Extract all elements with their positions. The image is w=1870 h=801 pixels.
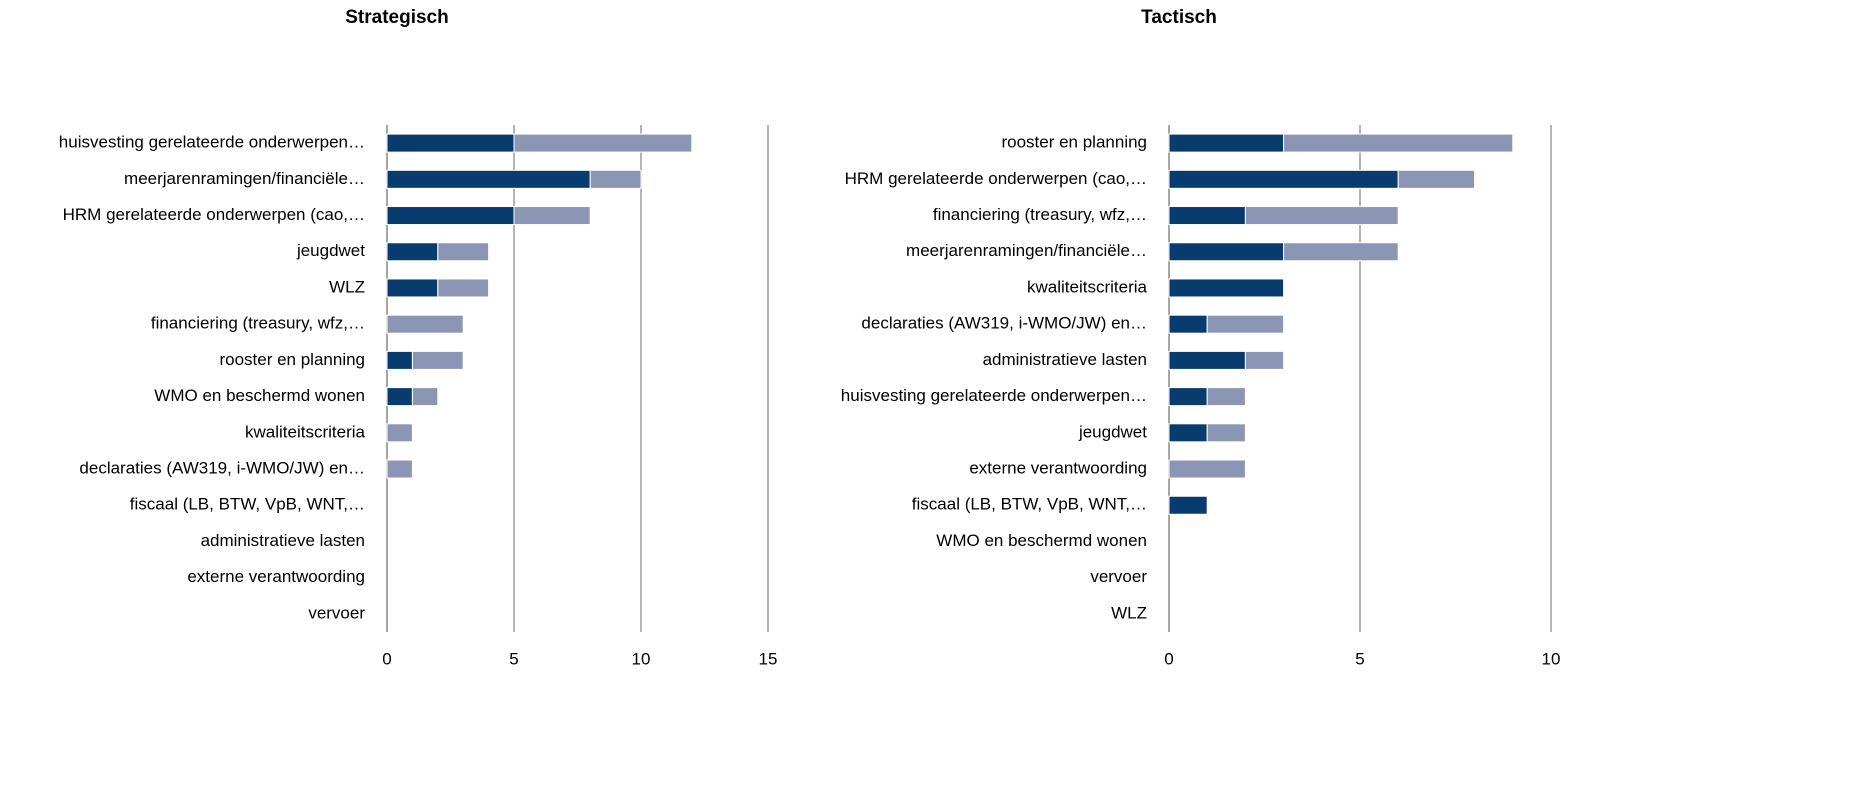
chart-title: Strategisch <box>345 7 448 28</box>
bar-segment <box>1168 387 1208 407</box>
bar-segment <box>437 278 490 298</box>
y-tick-label: WLZ <box>329 277 365 296</box>
y-tick-label: kwaliteitscriteria <box>245 422 366 441</box>
bar-segment <box>1283 242 1399 262</box>
bar-segment <box>1168 206 1246 226</box>
y-tick-label: WLZ <box>1111 603 1147 622</box>
bar-segment <box>1168 423 1208 443</box>
x-tick-label: 10 <box>632 649 651 668</box>
y-tick-label: administratieve lasten <box>201 531 365 550</box>
y-tick-label: vervoer <box>308 603 365 622</box>
chart-title: Tactisch <box>1141 7 1217 28</box>
bar-segment <box>1244 206 1399 226</box>
bar-segment <box>1168 169 1399 189</box>
y-tick-label: administratieve lasten <box>983 350 1147 369</box>
y-tick-label: externe verantwoording <box>969 459 1147 478</box>
x-tick-label: 0 <box>1164 649 1173 668</box>
y-tick-label: declaraties (AW319, i-WMO/JW) en… <box>79 459 365 478</box>
y-tick-label: HRM gerelateerde onderwerpen (cao,… <box>845 169 1147 188</box>
y-tick-label: meerjarenramingen/financiële… <box>906 241 1147 260</box>
y-tick-label: fiscaal (LB, BTW, VpB, WNT,… <box>130 495 365 514</box>
bar-segment <box>513 206 591 226</box>
bar-segment <box>1397 169 1476 189</box>
y-tick-label: vervoer <box>1090 567 1147 586</box>
y-tick-label: declaraties (AW319, i-WMO/JW) en… <box>861 314 1147 333</box>
bar-segment <box>386 169 591 189</box>
bar-segment <box>386 242 439 262</box>
bar-segment <box>1283 133 1514 153</box>
bar-segment <box>1244 350 1285 370</box>
y-tick-label: huisvesting gerelateerde onderwerpen… <box>59 133 365 152</box>
bar-segment <box>1206 423 1246 443</box>
x-tick-label: 15 <box>759 649 778 668</box>
y-tick-label: externe verantwoording <box>187 567 365 586</box>
y-tick-label: jeugdwet <box>296 241 365 260</box>
bar-segment <box>386 278 439 298</box>
bar-segment <box>1206 314 1285 334</box>
bar-segment <box>411 387 439 407</box>
y-tick-label: fiscaal (LB, BTW, VpB, WNT,… <box>912 495 1147 514</box>
bar-segment <box>386 423 413 443</box>
bar-segment <box>1168 350 1246 370</box>
bar-segment <box>1168 459 1246 479</box>
x-tick-label: 5 <box>1355 649 1364 668</box>
bar-segment <box>411 350 464 370</box>
y-tick-label: kwaliteitscriteria <box>1027 277 1148 296</box>
y-tick-label: financiering (treasury, wfz,… <box>151 314 365 333</box>
y-tick-label: huisvesting gerelateerde onderwerpen… <box>841 386 1147 405</box>
bar-segment <box>386 314 464 334</box>
bar-segment <box>1168 278 1285 298</box>
bar-segment <box>589 169 642 189</box>
y-tick-label: rooster en planning <box>219 350 365 369</box>
bar-segment <box>1206 387 1246 407</box>
x-tick-label: 10 <box>1542 649 1561 668</box>
bar-segment <box>386 133 515 153</box>
y-tick-label: meerjarenramingen/financiële… <box>124 169 365 188</box>
x-tick-label: 5 <box>509 649 518 668</box>
bar-segment <box>1168 242 1285 262</box>
y-tick-label: jeugdwet <box>1078 422 1147 441</box>
bar-segment <box>386 459 413 479</box>
bar-segment <box>1168 314 1208 334</box>
y-tick-label: WMO en beschermd wonen <box>936 531 1147 550</box>
y-tick-label: WMO en beschermd wonen <box>154 386 365 405</box>
bar-segment <box>386 387 413 407</box>
bar-segment <box>1168 495 1208 515</box>
bar-segment <box>1168 133 1285 153</box>
x-tick-label: 0 <box>382 649 391 668</box>
bar-segment <box>513 133 693 153</box>
y-tick-label: HRM gerelateerde onderwerpen (cao,… <box>63 205 365 224</box>
bar-segment <box>386 206 515 226</box>
y-tick-label: financiering (treasury, wfz,… <box>933 205 1147 224</box>
bar-segment <box>386 350 413 370</box>
y-tick-label: rooster en planning <box>1001 133 1147 152</box>
bar-segment <box>437 242 490 262</box>
